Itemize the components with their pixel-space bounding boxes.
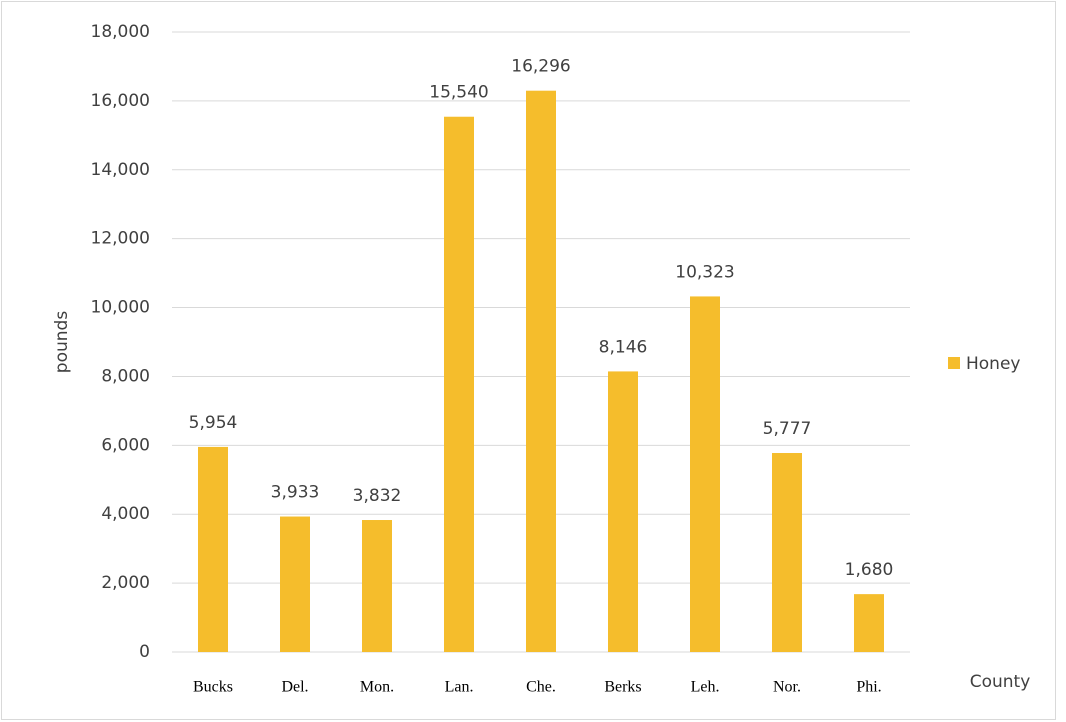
data-label: 16,296	[511, 57, 570, 77]
x-axis-label: County	[970, 672, 1031, 692]
data-label: 8,146	[599, 337, 648, 357]
x-tick-label: Lan.	[445, 679, 474, 696]
data-label: 1,680	[845, 560, 894, 580]
y-tick-label: 4,000	[101, 504, 150, 524]
bar	[280, 516, 310, 652]
y-tick-label: 10,000	[91, 298, 150, 318]
y-tick-label: 8,000	[101, 366, 150, 386]
y-tick-label: 2,000	[101, 573, 150, 593]
y-tick-label: 6,000	[101, 435, 150, 455]
legend-swatch	[948, 357, 960, 369]
data-label: 5,777	[763, 419, 812, 439]
y-tick-label: 14,000	[91, 160, 150, 180]
x-tick-label: Leh.	[691, 679, 720, 696]
bar	[690, 296, 720, 652]
bar	[362, 520, 392, 652]
x-tick-label: Bucks	[193, 679, 233, 696]
bar	[444, 116, 474, 652]
x-tick-label: Del.	[281, 679, 308, 696]
x-tick-label: Che.	[526, 679, 556, 696]
x-tick-label: Berks	[604, 679, 641, 696]
y-tick-label: 16,000	[91, 91, 150, 111]
x-tick-label: Mon.	[360, 679, 394, 696]
data-label: 10,323	[675, 262, 734, 282]
bar	[772, 453, 802, 652]
y-tick-label: 18,000	[91, 22, 150, 42]
bar	[198, 446, 228, 652]
data-label: 3,933	[271, 483, 320, 503]
data-label: 15,540	[429, 83, 488, 103]
y-axis-label: pounds	[52, 311, 72, 374]
bar	[526, 90, 556, 652]
bar	[608, 371, 638, 652]
y-tick-label: 0	[139, 642, 150, 662]
legend-label: Honey	[966, 354, 1020, 374]
y-tick-label: 12,000	[91, 229, 150, 249]
bar	[854, 594, 884, 652]
x-tick-label: Phi.	[856, 679, 881, 696]
data-label: 3,832	[353, 486, 402, 506]
data-label: 5,954	[189, 413, 238, 433]
x-tick-label: Nor.	[773, 679, 801, 696]
